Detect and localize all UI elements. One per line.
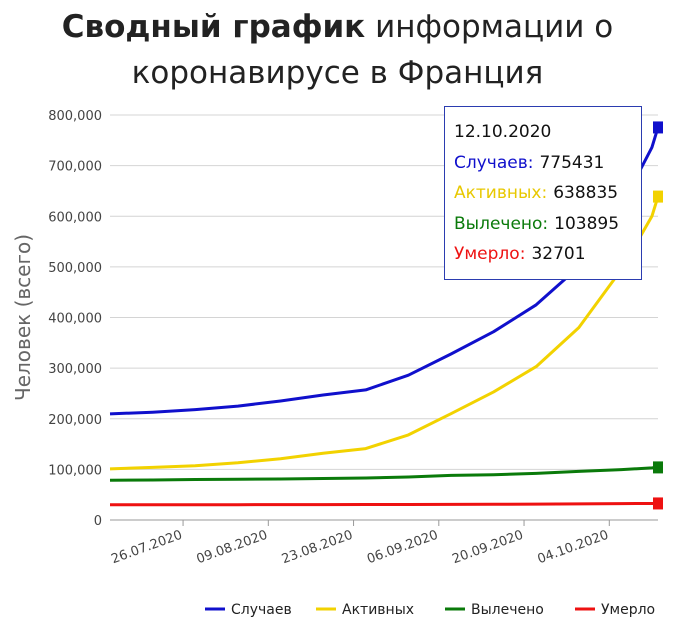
- y-axis-label: Человек (всего): [11, 234, 35, 401]
- tooltip-label-deaths: Умерло:: [454, 244, 526, 264]
- tooltip-label-cases: Случаев:: [454, 152, 534, 173]
- x-tick-label: 04.10.2020: [536, 528, 611, 568]
- series-end-marker-recovered: [653, 461, 663, 474]
- data-tooltip: 12.10.2020 Случаев: 775431 Активных: 63883…: [444, 106, 642, 280]
- series-line-deaths: [110, 501, 659, 507]
- chart-title-line2: коронавирусе в Франция: [131, 55, 544, 91]
- legend-label-cases: Случаев: [231, 602, 292, 618]
- tooltip-row-recovered: Вылечено: 103895: [454, 209, 641, 240]
- y-tick-label: 500,000: [48, 261, 102, 276]
- x-tick-label: 23.08.2020: [280, 528, 355, 568]
- series-end-marker-cases: [653, 121, 663, 134]
- x-tick-label: 26.07.2020: [109, 528, 184, 568]
- y-tick-label: 0: [94, 514, 102, 529]
- y-tick-label: 300,000: [48, 362, 102, 377]
- x-tick-label: 06.09.2020: [365, 528, 440, 568]
- chart-title-bold: Сводный график: [61, 9, 366, 45]
- legend-label-deaths: Умерло: [601, 602, 655, 618]
- y-tick-label: 600,000: [48, 210, 102, 225]
- tooltip-label-active: Активных:: [454, 183, 548, 203]
- y-tick-label: 400,000: [48, 312, 102, 327]
- series-line-active: [109, 196, 660, 471]
- tooltip-value-cases: 775431: [539, 152, 605, 173]
- tooltip-value-active: 638835: [553, 183, 619, 203]
- y-tick-label: 700,000: [48, 160, 102, 175]
- y-tick-label: 200,000: [48, 413, 102, 428]
- y-tick-label: 800,000: [48, 109, 102, 124]
- legend-label-active: Активных: [342, 602, 414, 618]
- series-end-marker-active: [653, 190, 663, 203]
- series-end-marker-deaths: [653, 497, 663, 510]
- tooltip-row-deaths: Умерло: 32701: [454, 239, 641, 270]
- legend-label-recovered: Вылечено: [471, 602, 544, 618]
- tooltip-value-recovered: 103895: [554, 213, 620, 234]
- x-tick-label: 20.09.2020: [450, 528, 525, 568]
- tooltip-label-recovered: Вылечено:: [454, 213, 549, 234]
- tooltip-row-cases: Случаев: 775431: [454, 148, 641, 179]
- chart-title: Сводный график информации о коронавирусе…: [0, 4, 675, 96]
- tooltip-row-active: Активных: 638835: [454, 178, 641, 209]
- series-line-recovered: [109, 465, 659, 482]
- tooltip-date: 12.10.2020: [454, 122, 552, 142]
- tooltip-value-deaths: 32701: [531, 244, 586, 264]
- chart-title-rest: информации о: [375, 9, 614, 45]
- y-tick-label: 100,000: [48, 463, 102, 478]
- x-tick-label: 09.08.2020: [195, 528, 270, 568]
